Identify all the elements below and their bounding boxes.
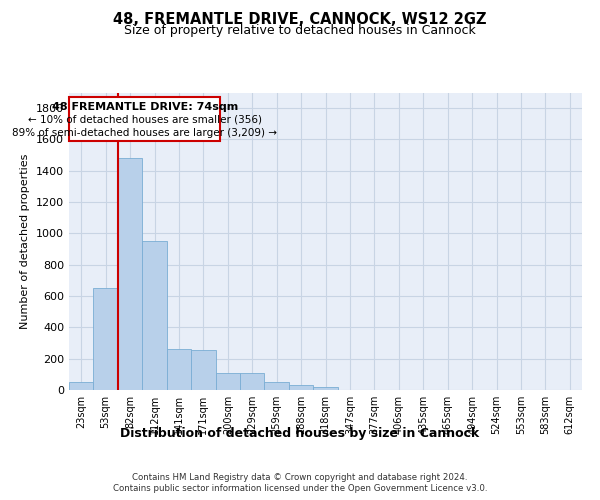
Text: Size of property relative to detached houses in Cannock: Size of property relative to detached ho… <box>124 24 476 37</box>
Bar <box>215 373 240 390</box>
Text: Contains HM Land Registry data © Crown copyright and database right 2024.: Contains HM Land Registry data © Crown c… <box>132 472 468 482</box>
Bar <box>240 373 265 390</box>
Text: ← 10% of detached houses are smaller (356): ← 10% of detached houses are smaller (35… <box>28 115 262 125</box>
Text: 48 FREMANTLE DRIVE: 74sqm: 48 FREMANTLE DRIVE: 74sqm <box>52 102 238 112</box>
Bar <box>313 387 338 390</box>
Text: 89% of semi-detached houses are larger (3,209) →: 89% of semi-detached houses are larger (… <box>12 128 277 138</box>
Text: Contains public sector information licensed under the Open Government Licence v3: Contains public sector information licen… <box>113 484 487 493</box>
Y-axis label: Number of detached properties: Number of detached properties <box>20 154 31 329</box>
Bar <box>142 242 167 390</box>
Bar <box>191 350 215 390</box>
Bar <box>69 382 94 390</box>
Bar <box>94 288 118 390</box>
Bar <box>167 350 191 390</box>
Text: Distribution of detached houses by size in Cannock: Distribution of detached houses by size … <box>121 428 479 440</box>
Bar <box>289 386 313 390</box>
Bar <box>118 158 142 390</box>
Text: 48, FREMANTLE DRIVE, CANNOCK, WS12 2GZ: 48, FREMANTLE DRIVE, CANNOCK, WS12 2GZ <box>113 12 487 28</box>
FancyBboxPatch shape <box>69 97 220 141</box>
Bar <box>265 382 289 390</box>
